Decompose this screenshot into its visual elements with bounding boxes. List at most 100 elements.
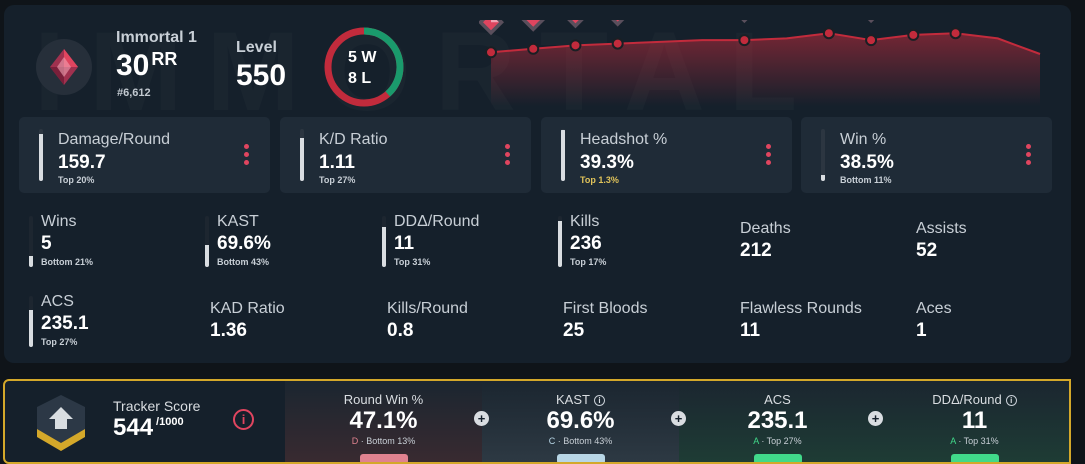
- rank-line: [490, 32, 1041, 55]
- grade-pill: [753, 454, 802, 462]
- more-options-icon[interactable]: [244, 144, 250, 168]
- plus-icon: +: [868, 411, 883, 426]
- info-icon[interactable]: i: [593, 395, 605, 406]
- grade-pill: [556, 454, 605, 462]
- stat-card[interactable]: Headshot % 39.3% Top 1.3%: [541, 117, 792, 193]
- win-loss-ring: [324, 27, 404, 107]
- rank-badge-icon: [567, 20, 584, 29]
- stat-label: DDΔ/Round: [394, 213, 480, 230]
- stat-card-percentile: Top 1.3%: [580, 175, 619, 185]
- stat-value: 52: [916, 240, 938, 261]
- percentile-bar: [39, 129, 43, 181]
- stat-label: Kills/Round: [387, 300, 468, 317]
- stat-percentile: Bottom 43%: [217, 257, 270, 267]
- stat-percentile: Top 31%: [394, 257, 431, 267]
- stat-label: Assists: [916, 220, 967, 237]
- stat-percentile: Bottom 21%: [41, 257, 94, 267]
- stat-value: 1: [916, 320, 927, 341]
- stat-value: 236: [570, 233, 602, 254]
- rank-badge-icon: [867, 20, 875, 24]
- stat-card-label: Win %: [840, 131, 887, 148]
- rank-change-point: [611, 37, 624, 50]
- segment-grade: D: [351, 436, 359, 446]
- segment-percentile: Bottom 13%: [366, 436, 416, 446]
- level-label: Level: [236, 39, 277, 56]
- stat-label: Kills: [570, 213, 600, 230]
- stat-value: 11: [394, 233, 415, 254]
- rank-change-point: [907, 28, 920, 41]
- segment-title: Round Win %: [343, 392, 424, 407]
- stat-value: 69.6%: [217, 233, 271, 254]
- stat-card-value: 159.7: [58, 152, 106, 173]
- rr-value: 30: [116, 49, 150, 82]
- stat-value: 235.1: [41, 313, 89, 334]
- rank-badge-icon: [521, 20, 546, 32]
- segment-value: 69.6%: [546, 407, 615, 434]
- rank-change-point: [569, 39, 582, 52]
- segment-grade: A: [753, 436, 759, 446]
- tracker-badge-icon: [37, 395, 85, 451]
- leaderboard-position: #6,612: [117, 87, 151, 99]
- info-icon[interactable]: i: [233, 409, 254, 430]
- tracker-score-max: /1000: [156, 416, 184, 428]
- stat-value: 11: [740, 320, 761, 341]
- wins-count: 5 W: [348, 49, 377, 66]
- grade-pill: [950, 454, 999, 462]
- stat-card[interactable]: K/D Ratio 1.11 Top 27%: [280, 117, 531, 193]
- stat-card-label: Damage/Round: [58, 131, 171, 148]
- rank-area: [491, 33, 1040, 107]
- segment-percentile: Top 27%: [766, 436, 802, 446]
- stat-value: 1.36: [210, 320, 247, 341]
- rank-change-point: [527, 42, 540, 55]
- percentile-bar: [821, 129, 825, 181]
- stat-card-label: Headshot %: [580, 131, 668, 148]
- grade-pill: [359, 454, 408, 462]
- stat-percentile: Top 17%: [570, 257, 607, 267]
- more-options-icon[interactable]: [505, 144, 511, 168]
- stat-value: 5: [41, 233, 52, 254]
- segment-value: 47.1%: [349, 407, 418, 434]
- stat-card-value: 1.11: [319, 152, 355, 173]
- segment-grade: C: [548, 436, 556, 446]
- rank-icon: [36, 39, 92, 95]
- percentile-bar: [558, 216, 562, 267]
- stat-card-percentile: Top 27%: [319, 175, 356, 185]
- percentile-bar: [382, 216, 386, 267]
- stat-label: Aces: [916, 300, 952, 317]
- percentile-bar: [561, 129, 565, 181]
- percentile-bar: [300, 129, 304, 181]
- tracker-segment: DDΔ/Round i 11 A · Top 31%: [876, 381, 1069, 462]
- stat-card-value: 38.5%: [840, 152, 894, 173]
- rank-history-chart: [479, 20, 1041, 107]
- win-loss-text: 5 W 8 L: [348, 47, 376, 89]
- stat-value: 0.8: [387, 320, 414, 341]
- rank-badge-icon: [741, 20, 748, 24]
- stat-card-percentile: Bottom 11%: [840, 175, 892, 185]
- stat-card[interactable]: Win % 38.5% Bottom 11%: [801, 117, 1052, 193]
- stat-value: 25: [563, 320, 585, 341]
- tracker-score-bar: Tracker Score 544/1000 i Round Win % 47.1…: [3, 379, 1071, 464]
- tracker-segment: Round Win % 47.1% D · Bottom 13%: [285, 381, 482, 462]
- rank-change-point: [485, 46, 497, 59]
- rr-unit: RR: [151, 49, 178, 69]
- segment-title: KAST: [556, 392, 590, 407]
- segment-grade: A: [950, 436, 956, 446]
- stat-label: First Bloods: [563, 300, 648, 317]
- tracker-score-label: Tracker Score: [113, 398, 201, 414]
- more-options-icon[interactable]: [1026, 144, 1032, 168]
- segment-title: DDΔ/Round: [932, 392, 1002, 407]
- percentile-bar: [29, 216, 33, 267]
- info-icon[interactable]: i: [1005, 395, 1017, 406]
- stat-label: Flawless Rounds: [740, 300, 862, 317]
- more-options-icon[interactable]: [766, 144, 772, 168]
- rank-badge-icon: [479, 20, 504, 36]
- stat-card-percentile: Top 20%: [58, 175, 95, 185]
- percentile-bar: [29, 296, 33, 347]
- stat-card-label: K/D Ratio: [319, 131, 388, 148]
- segment-value: 235.1: [747, 407, 808, 434]
- tracker-segment: ACS 235.1 A · Top 27%: [679, 381, 876, 462]
- stat-card[interactable]: Damage/Round 159.7 Top 20%: [19, 117, 270, 193]
- tracker-score-value-row: 544/1000: [113, 414, 184, 442]
- rank-name: Immortal 1: [116, 29, 197, 46]
